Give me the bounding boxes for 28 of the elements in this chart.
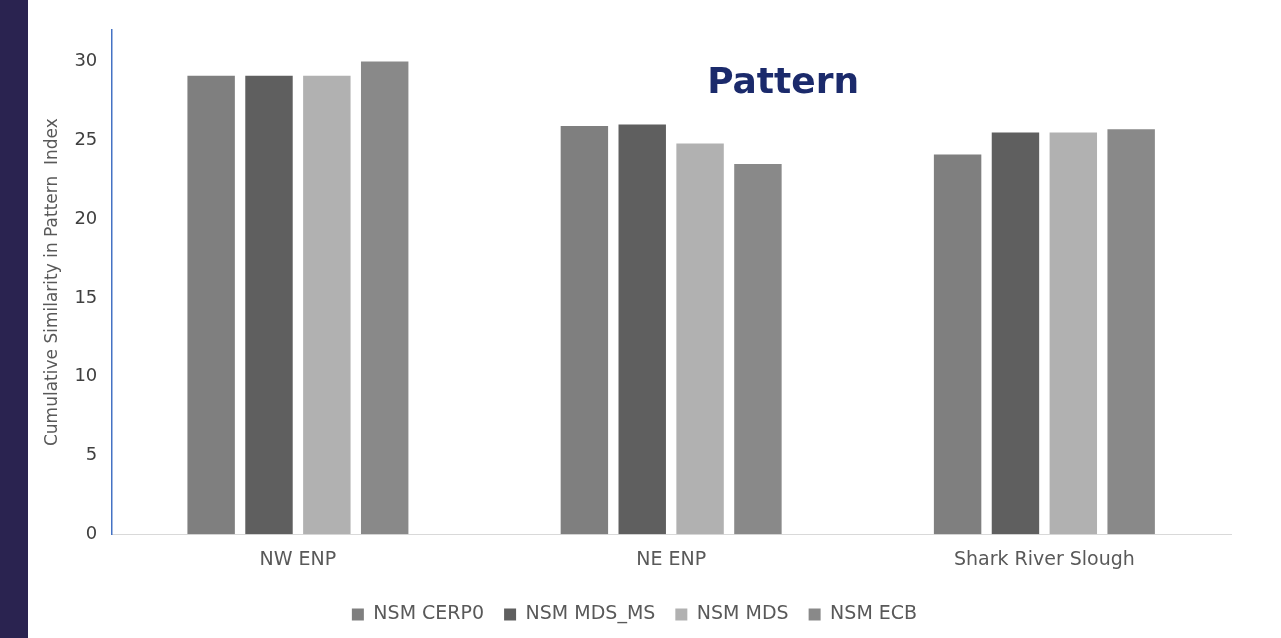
bar bbox=[187, 75, 235, 535]
bar bbox=[360, 61, 409, 535]
bar bbox=[991, 132, 1040, 535]
y-tick-label: 10 bbox=[74, 364, 98, 386]
bar bbox=[618, 124, 666, 535]
legend-label: NSM MDS bbox=[696, 601, 789, 624]
y-axis-title: Cumulative Similarity in Pattern Index bbox=[40, 118, 61, 447]
bar bbox=[1107, 129, 1155, 535]
bar bbox=[245, 75, 293, 535]
bar bbox=[303, 75, 351, 535]
y-tick-label: 25 bbox=[74, 127, 98, 149]
legend-label: NSM ECB bbox=[830, 601, 918, 624]
y-tick-label: 30 bbox=[74, 49, 98, 71]
bar bbox=[1049, 132, 1098, 535]
bar bbox=[734, 163, 782, 535]
y-tick-label: 15 bbox=[74, 285, 98, 307]
x-tick-label: NE ENP bbox=[636, 546, 707, 569]
bar bbox=[676, 143, 724, 535]
legend-label: NSM CERP0 bbox=[373, 601, 485, 624]
y-tick-label: 5 bbox=[85, 443, 98, 465]
legend-label: NSM MDS_MS bbox=[525, 601, 656, 625]
text: Pattern bbox=[707, 60, 860, 102]
x-tick-label: Shark River Slough bbox=[953, 546, 1135, 569]
bar bbox=[933, 154, 982, 535]
bar bbox=[560, 126, 609, 535]
y-tick-label: 20 bbox=[74, 206, 98, 228]
x-tick-label: NW ENP bbox=[259, 546, 337, 569]
y-tick-label: 0 bbox=[85, 521, 98, 543]
